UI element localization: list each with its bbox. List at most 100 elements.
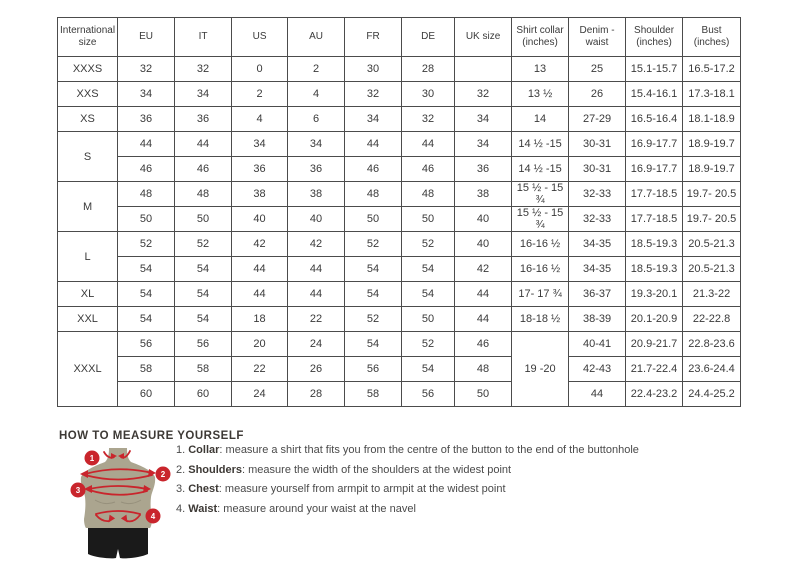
cell-denim-waist: 42-43 [568, 356, 627, 382]
cell-denim-waist: 38-39 [568, 306, 627, 332]
cell-shoulder-inches: 20.1-20.9 [625, 306, 684, 332]
cell-de: 32 [401, 106, 456, 132]
cell-uk-size: 44 [454, 306, 513, 332]
shorts-shape [88, 528, 148, 559]
cell-uk-size: 34 [454, 106, 513, 132]
cell-denim-waist: 32-33 [568, 181, 627, 207]
cell-au: 36 [287, 156, 346, 182]
cell-bust-inches: 18.1-18.9 [682, 106, 742, 132]
cell-shirt-collar: 15 ½ - 15 ¾ [511, 181, 570, 207]
cell-fr: 30 [344, 56, 403, 82]
cell-fr: 54 [344, 331, 403, 357]
cell-shoulder-inches: 18.5-19.3 [625, 231, 684, 257]
measure-section-title: HOW TO MEASURE YOURSELF [59, 430, 244, 442]
cell-us: 42 [231, 231, 289, 257]
cell-shirt-collar: 17- 17 ¾ [511, 281, 570, 307]
cell-uk-size [454, 56, 513, 82]
header-denim-waist: Denim - waist [568, 17, 627, 57]
svg-text:1: 1 [90, 454, 95, 463]
cell-it: 54 [174, 281, 233, 307]
measure-figure: 1 2 3 4 [55, 443, 180, 566]
header-au: AU [287, 17, 346, 57]
cell-bust-inches: 23.6-24.4 [682, 356, 742, 382]
measure-steps-list: 1. Collar: measure a shirt that fits you… [176, 441, 639, 519]
cell-shoulder-inches: 20.9-21.7 [625, 331, 684, 357]
cell-bust-inches: 16.5-17.2 [682, 56, 742, 82]
cell-it: 34 [174, 81, 233, 107]
cell-it: 54 [174, 306, 233, 332]
cell-uk-size: 44 [454, 281, 513, 307]
cell-us: 4 [231, 106, 289, 132]
cell-au: 26 [287, 356, 346, 382]
cell-fr: 52 [344, 231, 403, 257]
cell-au: 40 [287, 206, 346, 232]
cell-shoulder-inches: 19.3-20.1 [625, 281, 684, 307]
cell-shirt-collar: 19 -20 [511, 331, 570, 407]
cell-fr: 34 [344, 106, 403, 132]
cell-de: 50 [401, 306, 456, 332]
header-shoulder-inches: Shoulder (inches) [625, 17, 684, 57]
cell-uk-size: 46 [454, 331, 513, 357]
cell-shirt-collar: 15 ½ - 15 ¾ [511, 206, 570, 232]
cell-fr: 48 [344, 181, 403, 207]
header-uk-size: UK size [454, 17, 513, 57]
collar-measure-line [103, 450, 131, 459]
cell-shoulder-inches: 22.4-23.2 [625, 381, 684, 407]
cell-denim-waist: 40-41 [568, 331, 627, 357]
cell-international-size: XXXL [56, 331, 119, 407]
cell-international-size: XXS [56, 81, 119, 107]
cell-it: 46 [174, 156, 233, 182]
header-shirt-collar-inches: Shirt collar (inches) [511, 17, 570, 57]
measure-step: 2. Shoulders: measure the width of the s… [176, 463, 512, 476]
cell-it: 50 [174, 206, 233, 232]
cell-international-size: XL [56, 281, 119, 307]
cell-it: 32 [174, 56, 233, 82]
cell-bust-inches: 22-22.8 [682, 306, 742, 332]
cell-shoulder-inches: 16.9-17.7 [625, 156, 684, 182]
cell-bust-inches: 17.3-18.1 [682, 81, 742, 107]
cell-uk-size: 36 [454, 156, 513, 182]
cell-denim-waist: 25 [568, 56, 627, 82]
cell-international-size: XXXS [56, 56, 119, 82]
cell-it: 48 [174, 181, 233, 207]
cell-international-size: XS [56, 106, 119, 132]
cell-it: 56 [174, 331, 233, 357]
cell-us: 20 [231, 331, 289, 357]
cell-us: 18 [231, 306, 289, 332]
cell-eu: 34 [117, 81, 176, 107]
table-row: XL 54 54 44 44 54 54 44 17- 17 ¾ 36-37 19.3-20.1 21… [56, 281, 742, 307]
cell-denim-waist: 34-35 [568, 256, 627, 282]
cell-shoulder-inches: 16.5-16.4 [625, 106, 684, 132]
cell-international-size: S [56, 131, 119, 182]
measure-step: 3. Chest: measure yourself from armpit t… [176, 483, 506, 495]
cell-de: 54 [401, 256, 456, 282]
cell-fr: 54 [344, 281, 403, 307]
cell-us: 24 [231, 381, 289, 407]
cell-uk-size: 40 [454, 231, 513, 257]
cell-eu: 54 [117, 281, 176, 307]
cell-eu: 52 [117, 231, 176, 257]
size-table-body: XXXS 32 32 0 2 30 28 13 25 15.1-15.7 16.5-17.2 XXS 3… [56, 56, 742, 407]
waist-measure-line [95, 510, 141, 523]
cell-eu: 60 [117, 381, 176, 407]
table-row: S 44 44 34 34 44 44 34 14 ½ -15 30-31 16.9-17.7 18.… [56, 131, 742, 182]
cell-de: 50 [401, 206, 456, 232]
cell-shirt-collar: 14 ½ -15 [511, 156, 570, 182]
cell-denim-waist: 30-31 [568, 131, 627, 157]
cell-bust-inches: 19.7- 20.5 [682, 206, 742, 232]
cell-denim-waist: 30-31 [568, 156, 627, 182]
cell-de: 46 [401, 156, 456, 182]
cell-au: 2 [287, 56, 346, 82]
measure-step: 1. Collar: measure a shirt that fits you… [176, 444, 639, 456]
cell-bust-inches: 20.5-21.3 [682, 231, 742, 257]
cell-au: 38 [287, 181, 346, 207]
cell-bust-inches: 18.9-19.7 [682, 131, 742, 157]
cell-international-size: M [56, 181, 119, 232]
cell-shoulder-inches: 21.7-22.4 [625, 356, 684, 382]
cell-international-size: L [56, 231, 119, 282]
cell-it: 60 [174, 381, 233, 407]
cell-fr: 50 [344, 206, 403, 232]
cell-eu: 54 [117, 306, 176, 332]
header-international-size: International size [56, 17, 119, 57]
svg-text:4: 4 [151, 512, 156, 521]
